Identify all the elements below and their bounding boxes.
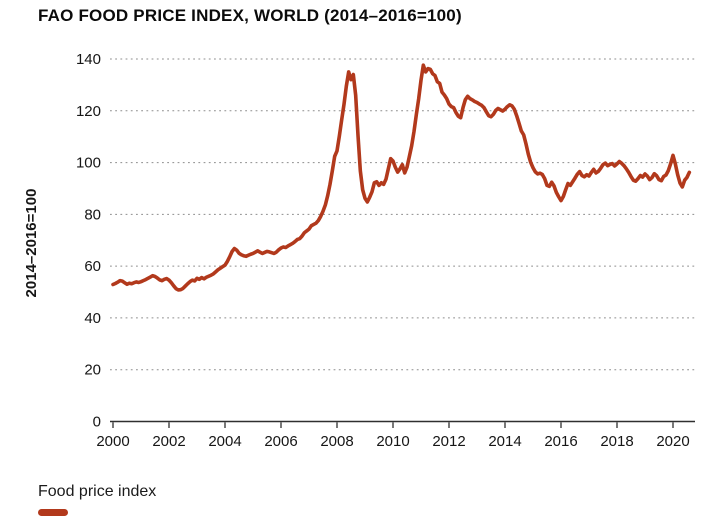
x-tick-label: 2016: [544, 433, 577, 450]
food-price-index-line: [111, 63, 692, 292]
y-tick-label: 80: [84, 206, 101, 223]
x-tick-label: 2014: [488, 433, 521, 450]
x-tick-label: 2008: [320, 433, 353, 450]
y-tick-label: 140: [76, 51, 101, 68]
x-axis-tick-labels: 2000 2002 2004 2006 2008 2010 2012 2014 2016 2018…: [96, 433, 689, 450]
x-tick-label: 2018: [600, 433, 633, 450]
legend: Food price index: [38, 483, 156, 516]
chart-title: FAO FOOD PRICE INDEX, WORLD (2014–2016=1…: [38, 6, 462, 25]
x-tick-label: 2004: [208, 433, 241, 450]
x-tick-label: 2020: [656, 433, 689, 450]
y-tick-label: 20: [84, 362, 101, 379]
x-tick-label: 2000: [96, 433, 129, 450]
y-tick-label: 60: [84, 258, 101, 275]
y-axis-title: 2014–2016=100: [23, 189, 40, 298]
x-tick-label: 2002: [152, 433, 185, 450]
y-tick-label: 120: [76, 103, 101, 120]
legend-label: Food price index: [38, 483, 157, 500]
x-tick-label: 2012: [432, 433, 465, 450]
legend-swatch: [38, 509, 68, 516]
y-tick-label: 100: [76, 155, 101, 172]
y-axis-tick-labels: 0 20 40 60 80 100 120 140: [76, 51, 101, 431]
y-tick-label: 40: [84, 310, 101, 327]
x-axis: [110, 420, 695, 428]
x-tick-label: 2010: [376, 433, 409, 450]
x-tick-label: 2006: [264, 433, 297, 450]
y-tick-label: 0: [93, 414, 101, 431]
gridlines: [110, 58, 695, 371]
